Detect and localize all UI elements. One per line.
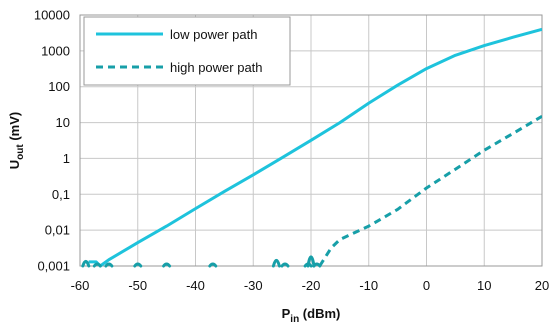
noise-mark-high-power-path <box>280 262 290 268</box>
legend-label-high-power-path: high power path <box>170 60 263 75</box>
y-axis-label-sub: out <box>15 144 26 160</box>
noise-mark-high-power-path <box>312 262 322 268</box>
y-tick-label: 0,01 <box>45 223 70 238</box>
x-tick-label: -50 <box>128 278 147 293</box>
x-tick-label: -40 <box>186 278 205 293</box>
y-tick-label: 1 <box>63 151 70 166</box>
y-tick-label: 1000 <box>41 43 70 58</box>
x-tick-label: -30 <box>244 278 263 293</box>
noise-mark-high-power-path <box>104 262 114 268</box>
legend-box <box>83 16 291 86</box>
legend-label-low-power-path: low power path <box>170 27 257 42</box>
series-line-low-power-path <box>88 27 542 268</box>
noise-mark-high-power-path <box>306 255 316 268</box>
y-axis-label-unit: (mV) <box>7 112 22 145</box>
noise-mark-high-power-path <box>133 262 143 268</box>
x-tick-label: -60 <box>71 278 90 293</box>
x-tick-label: 20 <box>535 278 549 293</box>
x-tick-labels: -60 -50 -40 -30 -20 -10 0 10 20 <box>71 278 550 293</box>
noise-mark-high-power-path <box>271 258 281 268</box>
x-tick-label: -20 <box>302 278 321 293</box>
y-tick-label: 0,1 <box>52 187 70 202</box>
noise-mark-high-power-path <box>92 262 102 268</box>
noise-mark-high-power-path <box>81 259 91 268</box>
x-axis-label-sub: in <box>290 314 299 325</box>
y-tick-labels: 0,001 0,01 0,1 1 10 100 1000 10000 <box>34 8 70 274</box>
y-axis-label: Uout (mV) <box>7 112 26 169</box>
series-layer <box>81 27 542 268</box>
y-tick-label: 100 <box>48 79 70 94</box>
y-axis-label-main: U <box>7 160 22 169</box>
x-axis-label: Pin (dBm) <box>282 306 341 325</box>
x-tick-label: 0 <box>423 278 430 293</box>
noise-mark-high-power-path <box>208 262 218 268</box>
y-tick-label: 10 <box>56 115 70 130</box>
series-line-high-power-path <box>318 115 542 267</box>
y-tick-label: 10000 <box>34 8 70 23</box>
legend: low power path high power path <box>83 16 291 86</box>
x-tick-label: 10 <box>477 278 491 293</box>
x-axis-label-main: P <box>282 306 291 321</box>
y-tick-label: 0,001 <box>37 259 70 274</box>
noise-mark-high-power-path <box>162 262 172 268</box>
x-tick-label: -10 <box>359 278 378 293</box>
x-axis-label-unit: (dBm) <box>299 306 340 321</box>
